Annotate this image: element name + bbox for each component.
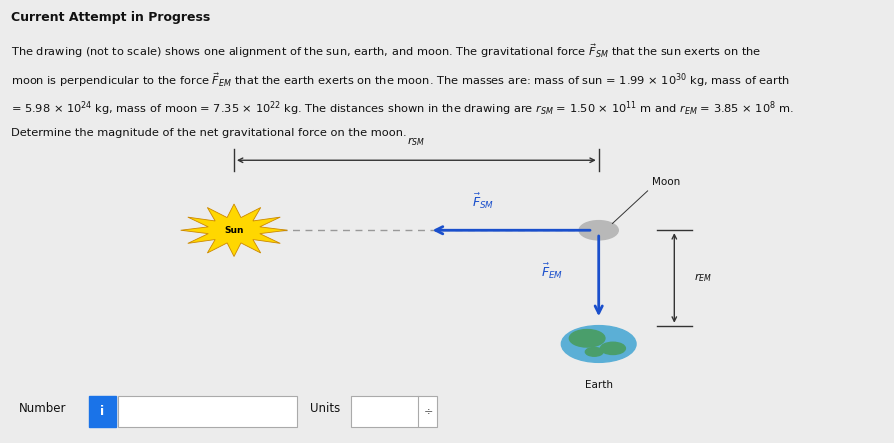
FancyBboxPatch shape (89, 396, 115, 427)
Circle shape (585, 347, 603, 356)
Text: $r_{EM}$: $r_{EM}$ (693, 272, 711, 284)
FancyBboxPatch shape (117, 396, 297, 427)
Text: Determine the magnitude of the net gravitational force on the moon.: Determine the magnitude of the net gravi… (11, 128, 406, 139)
Text: moon is perpendicular to the force $\vec{F}_{EM}$ that the earth exerts on the m: moon is perpendicular to the force $\vec… (11, 71, 789, 89)
Text: $\vec{F}_{EM}$: $\vec{F}_{EM}$ (541, 262, 563, 281)
Polygon shape (181, 204, 287, 256)
Text: Earth: Earth (584, 380, 612, 390)
Text: $\vec{F}_{SM}$: $\vec{F}_{SM}$ (471, 191, 493, 210)
Text: Moon: Moon (652, 176, 679, 187)
Circle shape (569, 330, 604, 347)
Circle shape (600, 342, 625, 354)
Text: = 5.98 × 10$^{24}$ kg, mass of moon = 7.35 × 10$^{22}$ kg. The distances shown i: = 5.98 × 10$^{24}$ kg, mass of moon = 7.… (11, 100, 793, 118)
Text: Current Attempt in Progress: Current Attempt in Progress (11, 11, 210, 24)
Text: $r_{SM}$: $r_{SM}$ (407, 135, 425, 148)
Text: Sun: Sun (224, 226, 243, 235)
Text: The drawing (not to scale) shows one alignment of the sun, earth, and moon. The : The drawing (not to scale) shows one ali… (11, 42, 760, 60)
Text: i: i (100, 405, 105, 418)
Text: ÷: ÷ (424, 406, 433, 416)
Text: Units: Units (309, 402, 340, 415)
Text: Number: Number (19, 402, 66, 415)
FancyBboxPatch shape (350, 396, 436, 427)
Circle shape (561, 326, 636, 362)
Circle shape (578, 221, 618, 240)
